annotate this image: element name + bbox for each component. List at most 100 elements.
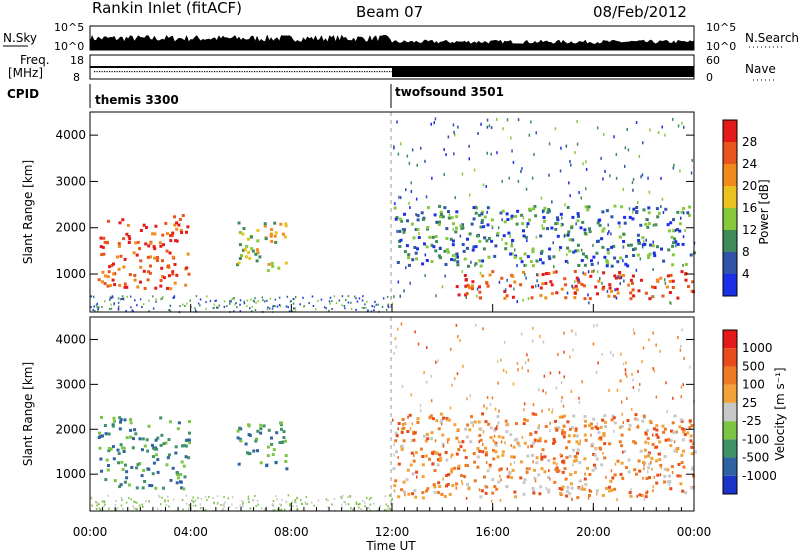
heatmap-cell (627, 470, 631, 474)
heatmap-cell (491, 478, 495, 482)
heatmap-cell (582, 252, 585, 256)
heatmap-cell (547, 490, 551, 494)
heatmap-cell (579, 226, 583, 230)
heatmap-cell (479, 495, 483, 499)
heatmap-cell (426, 346, 428, 349)
heatmap-cell (539, 258, 542, 262)
heatmap-cell (575, 434, 579, 438)
heatmap-cell (544, 272, 548, 276)
heatmap-cell (680, 385, 683, 389)
heatmap-cell (123, 480, 127, 484)
x-tick-label: 04:00 (173, 525, 208, 539)
heatmap-cell (168, 505, 170, 508)
heatmap-cell (192, 496, 194, 499)
heatmap-cell (102, 252, 106, 256)
heatmap-cell (450, 470, 454, 474)
heatmap-cell (496, 117, 498, 121)
heatmap-cell (583, 419, 587, 423)
heatmap-cell (645, 218, 649, 222)
heatmap-cell (151, 455, 155, 459)
nave-dot (174, 71, 176, 73)
heatmap-cell (117, 297, 120, 300)
heatmap-cell (540, 452, 542, 456)
heatmap-cell (472, 217, 476, 221)
heatmap-cell (393, 352, 395, 355)
heatmap-cell (666, 274, 670, 278)
heatmap-cell (441, 215, 445, 219)
heatmap-cell (236, 429, 240, 433)
heatmap-cell (535, 131, 537, 135)
heatmap-cell (284, 439, 287, 443)
heatmap-cell (601, 281, 603, 285)
heatmap-cell (447, 216, 451, 220)
time-axis-label: Time UT (365, 539, 416, 553)
heatmap-cell (651, 442, 655, 446)
heatmap-cell (517, 444, 521, 448)
heatmap-cell (192, 505, 195, 507)
colorbar-tick: 100 (742, 378, 765, 392)
heatmap-cell (501, 453, 505, 457)
heatmap-cell (437, 491, 440, 495)
colorbar-tick: 28 (742, 135, 757, 149)
heatmap-cell (506, 278, 508, 282)
heatmap-cell (151, 443, 154, 447)
heatmap-cell (556, 462, 558, 466)
heatmap-cell (212, 307, 214, 310)
heatmap-cell (675, 447, 679, 451)
heatmap-cell (122, 450, 126, 453)
heatmap-cell (155, 259, 159, 263)
heatmap-cell (428, 457, 431, 461)
heatmap-cell (272, 505, 275, 508)
heatmap-cell (414, 228, 418, 231)
heatmap-cell (100, 469, 103, 473)
heatmap-cell (655, 445, 659, 449)
heatmap-cell (447, 418, 451, 422)
radar-title: Rankin Inlet (fitACF) (92, 0, 242, 17)
heatmap-cell (280, 441, 284, 445)
heatmap-cell (613, 421, 617, 425)
heatmap-cell (668, 483, 671, 486)
heatmap-cell (640, 494, 644, 497)
heatmap-cell (140, 448, 144, 452)
heatmap-cell (479, 225, 483, 229)
heatmap-cell (557, 426, 561, 430)
heatmap-cell (249, 307, 251, 310)
heatmap-cell (485, 185, 487, 188)
heatmap-cell (315, 308, 317, 311)
heatmap-cell (520, 260, 524, 264)
heatmap-cell (256, 429, 260, 433)
heatmap-cell (274, 460, 278, 464)
heatmap-cell (553, 265, 555, 269)
heatmap-cell (184, 455, 188, 459)
heatmap-cell (283, 235, 287, 239)
heatmap-cell (269, 234, 273, 238)
heatmap-cell (549, 429, 551, 433)
heatmap-cell (621, 412, 623, 416)
heatmap-cell (162, 442, 166, 446)
heatmap-cell (484, 420, 488, 424)
heatmap-cell (491, 396, 494, 400)
heatmap-cell (668, 229, 671, 233)
heatmap-cell (181, 499, 184, 502)
nave-dot (131, 71, 133, 73)
heatmap-cell (641, 245, 644, 249)
heatmap-cell (540, 455, 544, 459)
heatmap-cell (571, 329, 573, 333)
heatmap-cell (577, 442, 581, 446)
heatmap-cell (583, 228, 587, 232)
heatmap-cell (593, 324, 595, 328)
heatmap-cell (536, 279, 538, 283)
heatmap-cell (304, 501, 306, 504)
heatmap-cell (426, 206, 430, 210)
heatmap-cell (532, 460, 534, 464)
heatmap-cell (99, 457, 103, 461)
heatmap-cell (481, 450, 485, 454)
heatmap-cell (597, 279, 601, 283)
heatmap-cell (452, 222, 455, 226)
heatmap-cell (279, 305, 282, 308)
heatmap-cell (440, 422, 443, 426)
heatmap-cell (117, 452, 121, 455)
heatmap-cell (479, 264, 483, 268)
heatmap-cell (277, 266, 281, 270)
heatmap-cell (489, 465, 491, 469)
